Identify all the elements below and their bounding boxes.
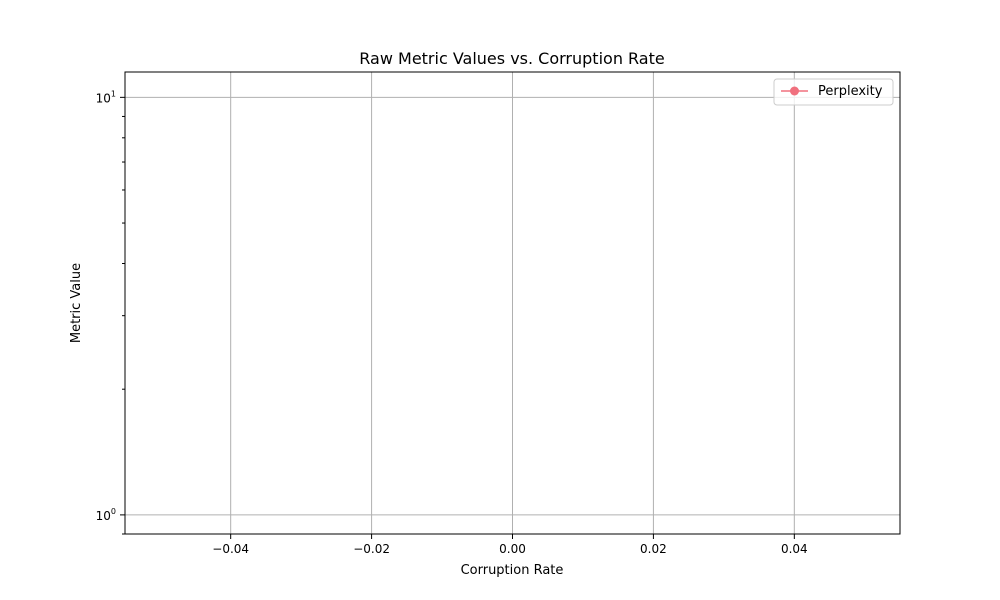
legend-box [773, 78, 894, 106]
x-tick-label: 0.02 [640, 542, 667, 556]
chart-title: Raw Metric Values vs. Corruption Rate [359, 49, 664, 68]
legend-marker-perplexity [790, 86, 799, 96]
y-tick-base: 10 [96, 91, 111, 105]
y-tick-label: 101 [96, 89, 116, 105]
grid-lines [125, 72, 900, 534]
y-tick-base: 10 [96, 509, 111, 523]
x-tick-label: 0.04 [781, 542, 808, 556]
x-axis-label: Corruption Rate [461, 563, 564, 578]
y-tick-exponent: 0 [111, 507, 116, 516]
y-tick-label: 100 [96, 507, 116, 523]
legend-label-perplexity: Perplexity [818, 84, 883, 99]
x-tick-label: −0.02 [353, 542, 390, 556]
y-tick-exponent: 1 [111, 89, 116, 98]
legend: Perplexity [773, 78, 894, 106]
x-tick-label: 0.00 [499, 542, 526, 556]
y-axis-label: Metric Value [69, 263, 84, 343]
x-tick-label: −0.04 [212, 542, 249, 556]
x-axis-ticks: −0.04 −0.02 0.00 0.02 0.04 [212, 534, 808, 556]
